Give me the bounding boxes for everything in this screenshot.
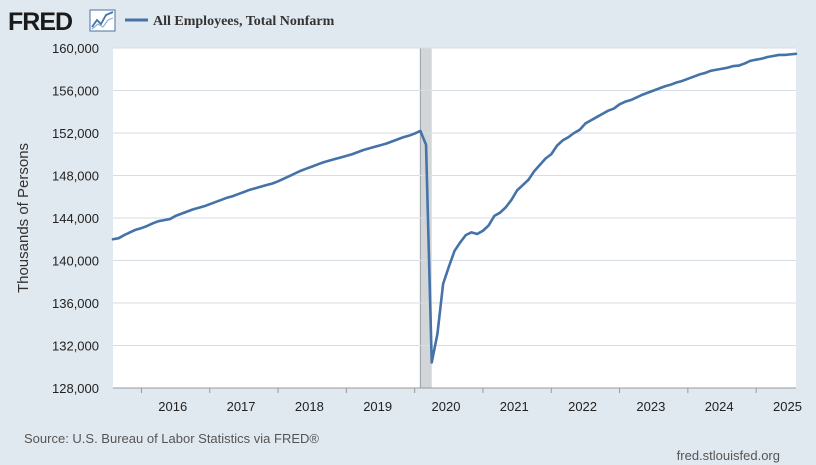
x-tick-label: 2021 xyxy=(500,399,529,414)
y-tick-label: 160,000 xyxy=(52,41,99,56)
x-tick-label: 2023 xyxy=(636,399,665,414)
grid-layer xyxy=(113,47,796,389)
legend-label: All Employees, Total Nonfarm xyxy=(153,14,335,29)
x-axis-ticks: 2016 2017 2018 2019 2020 2021 2022 2023 2024 2025 xyxy=(113,387,802,414)
y-tick-label: 144,000 xyxy=(52,211,99,226)
legend: All Employees, Total Nonfarm xyxy=(125,14,335,29)
x-tick-label: 2018 xyxy=(295,399,324,414)
x-tick-label: 2025 xyxy=(773,399,802,414)
y-tick-label: 136,000 xyxy=(52,296,99,311)
fred-url-link[interactable]: fred.stlouisfed.org xyxy=(677,448,780,463)
y-tick-label: 152,000 xyxy=(52,126,99,141)
fred-logo[interactable]: FRED xyxy=(8,8,116,36)
series-layer xyxy=(111,52,798,364)
x-tick-label: 2024 xyxy=(705,399,734,414)
x-tick-label: 2017 xyxy=(227,399,256,414)
y-tick-label: 128,000 xyxy=(52,381,99,396)
x-tick-label: 2022 xyxy=(568,399,597,414)
fred-logo-graph-icon xyxy=(89,9,116,32)
y-axis-title: Thousands of Persons xyxy=(15,143,32,293)
fred-logo-text: FRED xyxy=(8,8,72,36)
y-tick-label: 156,000 xyxy=(52,84,99,99)
y-tick-label: 140,000 xyxy=(52,254,99,269)
y-tick-label: 132,000 xyxy=(52,339,99,354)
y-axis-ticks: 128,000 132,000 136,000 140,000 144,000 148,0… xyxy=(52,41,99,396)
y-tick-label: 148,000 xyxy=(52,169,99,184)
x-tick-label: 2019 xyxy=(363,399,392,414)
source-note: Source: U.S. Bureau of Labor Statistics … xyxy=(24,431,319,446)
x-tick-label: 2020 xyxy=(432,399,461,414)
series-line-total-nonfarm xyxy=(111,52,798,364)
x-tick-label: 2016 xyxy=(158,399,187,414)
